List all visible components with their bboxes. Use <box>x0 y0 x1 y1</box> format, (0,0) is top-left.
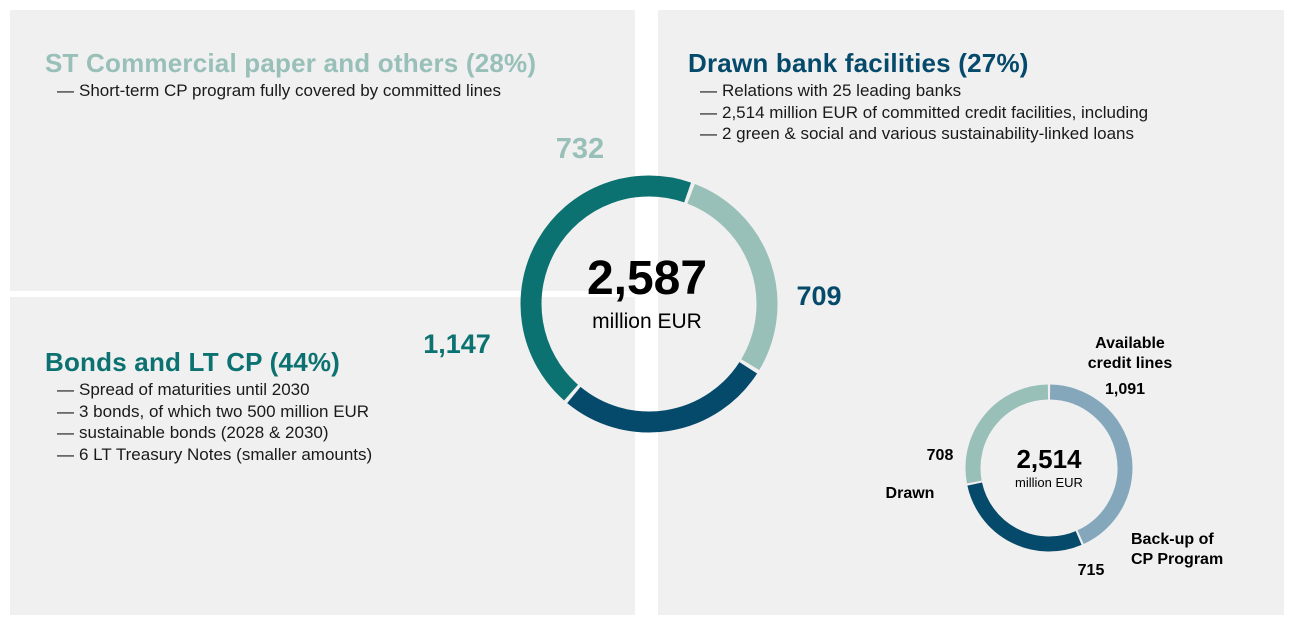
drawn-bank-bullet: 2,514 million EUR of committed credit fa… <box>688 102 1148 124</box>
drawn-bank-bullets: Relations with 25 leading banks 2,514 mi… <box>688 80 1148 145</box>
st-commercial-paper-panel <box>10 10 635 291</box>
drawn-bank-bullet: Relations with 25 leading banks <box>688 80 1148 102</box>
main-total-value: 2,587 <box>587 252 707 305</box>
drawn-bank-bullet-continuation: 2 green & social and various sustainabil… <box>688 123 1148 145</box>
main-total-unit: million EUR <box>592 310 702 333</box>
donut-segment-drawn <box>965 384 1049 484</box>
data-label-drawn_bank: 709 <box>796 281 841 311</box>
donut-segment-bonds <box>520 175 692 401</box>
st-cp-bullets: Short-term CP program fully covered by c… <box>45 80 501 102</box>
data-label-drawn: 708 <box>927 447 954 464</box>
bonds-bullet: 3 bonds, of which two 500 million EUR <box>45 401 372 423</box>
donut-segment-st_cp <box>687 183 778 371</box>
bonds-bullet-continuation: sustainable bonds (2028 & 2030) <box>45 422 372 444</box>
bonds-bullet: Spread of maturities until 2030 <box>45 379 372 401</box>
category-label-available: credit lines <box>1088 355 1173 372</box>
data-label-backup: 715 <box>1078 562 1105 579</box>
category-label-available: Available <box>1095 335 1165 352</box>
category-label-backup: Back-up of <box>1131 531 1214 548</box>
donut-segment-backup <box>967 482 1082 552</box>
drawn-bank-heading: Drawn bank facilities (27%) <box>688 48 1029 78</box>
st-cp-heading: ST Commercial paper and others (28%) <box>45 48 537 78</box>
data-label-bonds: 1,147 <box>423 329 491 359</box>
donut-segment-available <box>1049 384 1133 544</box>
donut-segment-drawn_bank <box>567 361 758 433</box>
category-label-backup: CP Program <box>1131 551 1223 568</box>
bonds-bullets: Spread of maturities until 2030 3 bonds,… <box>45 379 372 465</box>
data-label-st_cp: 732 <box>556 133 604 165</box>
category-label-drawn: Drawn <box>886 485 935 502</box>
st-cp-bullet: Short-term CP program fully covered by c… <box>45 80 501 102</box>
credit-total-value: 2,514 <box>1016 444 1082 474</box>
bonds-heading: Bonds and LT CP (44%) <box>45 347 341 377</box>
bonds-bullet: 6 LT Treasury Notes (smaller amounts) <box>45 444 372 466</box>
credit-total-unit: million EUR <box>1015 475 1083 490</box>
data-label-available: 1,091 <box>1105 381 1145 398</box>
